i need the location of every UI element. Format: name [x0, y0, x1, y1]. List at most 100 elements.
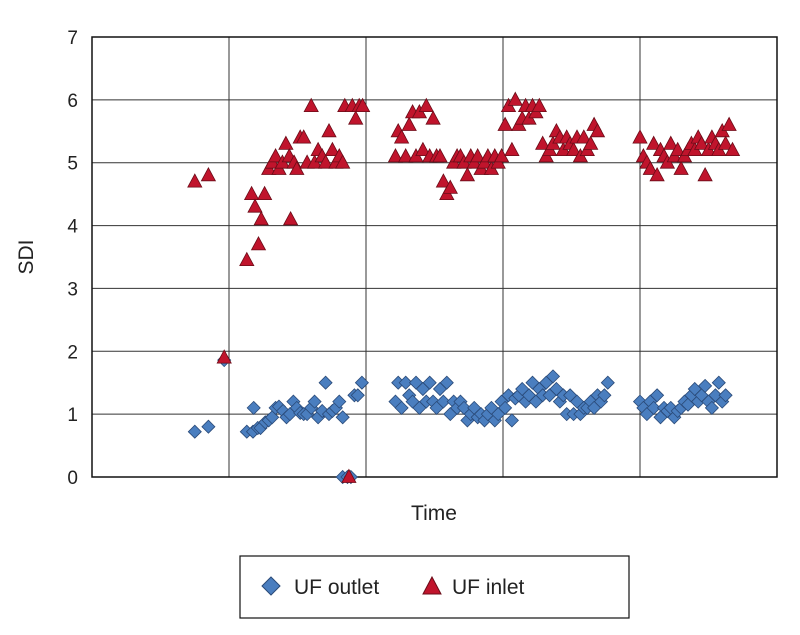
y-tick-labels: 0 1 2 3 4 5 6 7	[67, 28, 78, 489]
data-point	[697, 166, 713, 182]
data-point	[470, 148, 486, 163]
data-point	[187, 424, 202, 439]
data-point	[649, 166, 665, 182]
data-point	[498, 400, 513, 415]
data-point	[317, 154, 334, 169]
data-point	[497, 116, 513, 131]
data-point	[246, 400, 261, 415]
data-point	[239, 251, 255, 267]
data-point	[256, 185, 273, 201]
data-point	[341, 468, 357, 483]
data-point	[650, 388, 665, 403]
data-point	[545, 369, 561, 384]
data-point	[354, 375, 369, 390]
data-point	[576, 129, 592, 144]
data-point	[321, 122, 337, 138]
data-point	[418, 97, 434, 112]
data-points	[187, 91, 741, 485]
data-point	[425, 110, 441, 125]
data-point	[436, 394, 451, 409]
data-point	[565, 141, 582, 157]
data-point	[335, 154, 351, 169]
legend-item-uf-outlet: UF outlet	[261, 576, 379, 599]
data-point	[531, 97, 547, 112]
data-point	[253, 210, 269, 226]
data-point	[398, 148, 414, 163]
data-point	[718, 388, 733, 403]
data-point	[324, 141, 341, 157]
data-point	[632, 129, 648, 144]
data-point	[250, 236, 267, 251]
diamond-marker-icon	[261, 576, 281, 596]
series-uf-inlet	[187, 91, 741, 483]
y-tick-label: 4	[67, 217, 78, 238]
data-point	[247, 198, 263, 213]
data-point	[442, 179, 458, 194]
data-point	[507, 91, 523, 106]
data-point	[296, 129, 312, 144]
data-point	[704, 400, 719, 415]
y-tick-label: 6	[67, 91, 78, 112]
data-point	[350, 388, 365, 403]
data-point	[278, 135, 294, 150]
data-point	[663, 135, 679, 150]
data-point	[589, 122, 606, 138]
data-point	[721, 116, 737, 131]
data-point	[422, 375, 437, 390]
data-point	[583, 135, 599, 150]
data-point	[303, 97, 319, 112]
data-point	[332, 394, 347, 409]
y-tick-label: 7	[67, 28, 78, 49]
y-axis-title: SDI	[15, 239, 38, 274]
data-point	[387, 148, 404, 163]
data-point	[717, 135, 734, 150]
data-point	[439, 375, 454, 390]
data-point	[201, 419, 216, 434]
data-point	[401, 116, 417, 131]
data-point	[673, 160, 689, 175]
x-axis-title: Time	[411, 502, 457, 525]
legend-label-uf-outlet: UF outlet	[294, 576, 379, 599]
data-point	[335, 410, 350, 425]
data-point	[535, 135, 551, 150]
data-point	[432, 148, 448, 163]
y-tick-label: 5	[67, 154, 78, 175]
data-point	[646, 400, 661, 415]
data-point	[354, 97, 371, 112]
legend-label-uf-inlet: UF inlet	[452, 576, 525, 599]
y-tick-label: 2	[67, 342, 78, 363]
data-point	[504, 413, 519, 428]
y-tick-label: 1	[67, 405, 78, 426]
legend-item-uf-inlet: UF inlet	[422, 575, 525, 599]
data-point	[415, 141, 431, 157]
data-point	[348, 110, 364, 125]
data-point	[282, 210, 299, 226]
data-point	[200, 166, 217, 182]
data-point	[711, 375, 726, 390]
data-point	[394, 400, 409, 415]
data-point	[459, 166, 476, 182]
data-point	[267, 148, 284, 163]
data-point	[187, 173, 203, 188]
series-uf-outlet	[187, 353, 733, 485]
data-point	[646, 135, 662, 150]
data-point	[435, 173, 452, 188]
data-point	[642, 160, 658, 175]
data-point	[504, 141, 520, 157]
y-tick-label: 3	[67, 279, 78, 300]
data-point	[398, 375, 413, 390]
data-point	[670, 141, 686, 157]
triangle-marker-icon	[422, 575, 442, 595]
plot-area-frame	[91, 36, 778, 478]
data-point	[307, 394, 322, 409]
y-tick-label: 0	[67, 468, 78, 489]
data-point	[216, 349, 232, 364]
data-point	[724, 141, 741, 157]
data-point	[698, 378, 713, 393]
legend: UF outlet UF inlet	[239, 555, 630, 619]
data-point	[243, 185, 260, 201]
data-point	[600, 375, 615, 390]
data-point	[393, 129, 410, 144]
data-point	[597, 388, 612, 403]
